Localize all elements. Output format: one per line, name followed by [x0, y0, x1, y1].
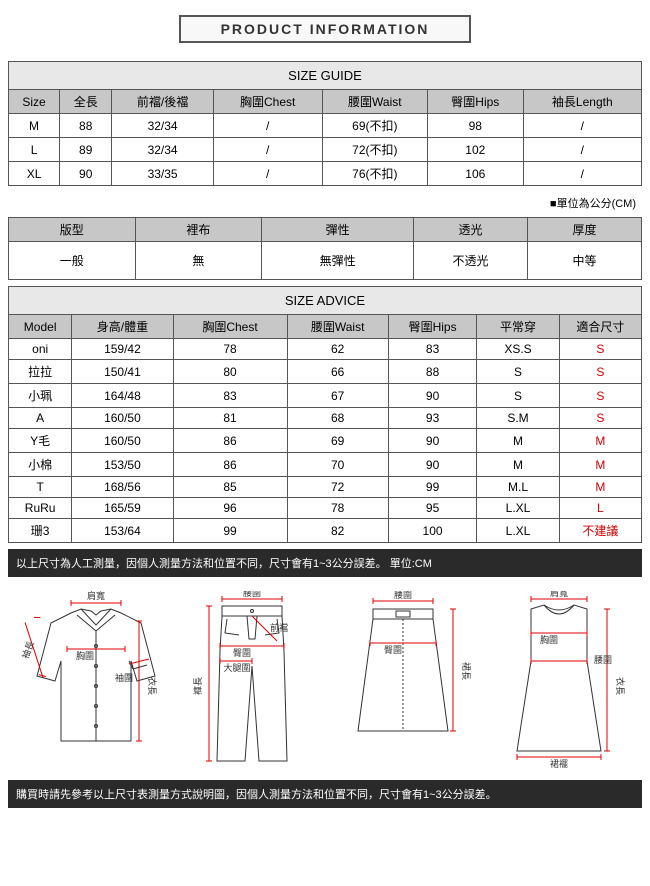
svg-text:袖圍: 袖圍 — [115, 672, 133, 683]
size-guide-table: SIZE GUIDE Size 全長 前襠/後襠 胸圍Chest 腰圍Waist… — [8, 61, 642, 186]
svg-text:腰圍: 腰圍 — [394, 591, 412, 600]
svg-text:胸圍: 胸圍 — [540, 634, 558, 645]
table-row: 小棉153/50867090MM — [9, 453, 642, 477]
svg-text:胸圍: 胸圍 — [76, 650, 94, 661]
table-row: Y毛160/50866990MM — [9, 429, 642, 453]
table-row: 小珮164/48836790SS — [9, 384, 642, 408]
fit-cell: M — [559, 453, 641, 477]
skirt-diagram: 腰圍 臀圍 裙長 — [333, 591, 473, 751]
adv-col-4: 臀圍Hips — [388, 315, 477, 339]
adv-col-0: Model — [9, 315, 72, 339]
table-row: 拉拉150/41806688SS — [9, 360, 642, 384]
col-waist: 腰圍Waist — [322, 90, 428, 114]
svg-text:衣長: 衣長 — [615, 677, 626, 695]
svg-text:肩寬: 肩寬 — [87, 591, 105, 601]
table-row: 珊3153/649982100L.XL不建議 — [9, 519, 642, 543]
page-title: PRODUCT INFORMATION — [179, 15, 472, 43]
svg-text:肩寬: 肩寬 — [550, 591, 568, 598]
adv-col-1: 身高/體重 — [72, 315, 173, 339]
prop-col-1: 裡布 — [135, 218, 262, 242]
dress-diagram: 肩寬 胸圍 腰圍 衣長 裙襬 — [489, 591, 629, 771]
table-row: XL9033/35/76(不扣)106/ — [9, 162, 642, 186]
svg-text:腰圍: 腰圍 — [243, 591, 261, 598]
svg-text:臀圍: 臀圍 — [233, 648, 251, 658]
fit-cell: S — [559, 360, 641, 384]
col-length: 全長 — [60, 90, 112, 114]
svg-text:前襠: 前襠 — [270, 622, 288, 633]
svg-text:裙襬: 裙襬 — [550, 758, 568, 769]
table-row: oni159/42786283XS.SS — [9, 339, 642, 360]
svg-text:褲長: 褲長 — [192, 677, 203, 695]
pants-diagram: 腰圍 前襠 臀圍 大腿圍 褲長 — [187, 591, 317, 771]
fit-cell: L — [559, 498, 641, 519]
table-row: T168/56857299M.LM — [9, 477, 642, 498]
measurement-note-2: 購買時請先參考以上尺寸表測量方式說明圖，因個人測量方法和位置不同，尺寸會有1~3… — [8, 780, 642, 808]
properties-table: 版型 裡布 彈性 透光 厚度 一般 無 無彈性 不透光 中等 — [8, 217, 642, 280]
measurement-diagrams: 肩寬 胸圍 袖長 袖圍 衣長 — [8, 581, 642, 776]
adv-col-5: 平常穿 — [477, 315, 559, 339]
fit-cell: S — [559, 339, 641, 360]
table-row: L8932/34/72(不扣)102/ — [9, 138, 642, 162]
size-advice-heading: SIZE ADVICE — [9, 287, 642, 315]
table-row: 一般 無 無彈性 不透光 中等 — [9, 242, 642, 280]
adv-col-2: 胸圍Chest — [173, 315, 287, 339]
col-chest: 胸圍Chest — [213, 90, 322, 114]
fit-cell: M — [559, 429, 641, 453]
col-size: Size — [9, 90, 60, 114]
col-sleeve: 袖長Length — [523, 90, 641, 114]
prop-col-3: 透光 — [414, 218, 528, 242]
measurement-note-1: 以上尺寸為人工測量，因個人測量方法和位置不同，尺寸會有1~3公分誤差。 單位:C… — [8, 549, 642, 577]
col-rise: 前襠/後襠 — [112, 90, 214, 114]
fit-cell: S — [559, 384, 641, 408]
svg-text:腰圍: 腰圍 — [594, 655, 612, 665]
adv-col-6: 適合尺寸 — [559, 315, 641, 339]
prop-col-4: 厚度 — [528, 218, 642, 242]
col-hips: 臀圍Hips — [428, 90, 524, 114]
fit-cell: S — [559, 408, 641, 429]
fit-cell: 不建議 — [559, 519, 641, 543]
prop-col-2: 彈性 — [262, 218, 414, 242]
unit-note: ■單位為公分(CM) — [8, 192, 642, 217]
fit-cell: M — [559, 477, 641, 498]
table-row: RuRu165/59967895L.XLL — [9, 498, 642, 519]
svg-text:衣長: 衣長 — [147, 677, 158, 695]
svg-text:裙長: 裙長 — [461, 662, 472, 680]
svg-text:臀圍: 臀圍 — [384, 645, 402, 655]
adv-col-3: 腰圍Waist — [287, 315, 388, 339]
table-row: M8832/34/69(不扣)98/ — [9, 114, 642, 138]
shirt-diagram: 肩寬 胸圍 袖長 袖圍 衣長 — [21, 591, 171, 761]
size-advice-table: SIZE ADVICE Model 身高/體重 胸圍Chest 腰圍Waist … — [8, 286, 642, 543]
size-guide-heading: SIZE GUIDE — [9, 62, 642, 90]
table-row: A160/50816893S.MS — [9, 408, 642, 429]
svg-text:大腿圍: 大腿圍 — [223, 662, 250, 673]
prop-col-0: 版型 — [9, 218, 136, 242]
